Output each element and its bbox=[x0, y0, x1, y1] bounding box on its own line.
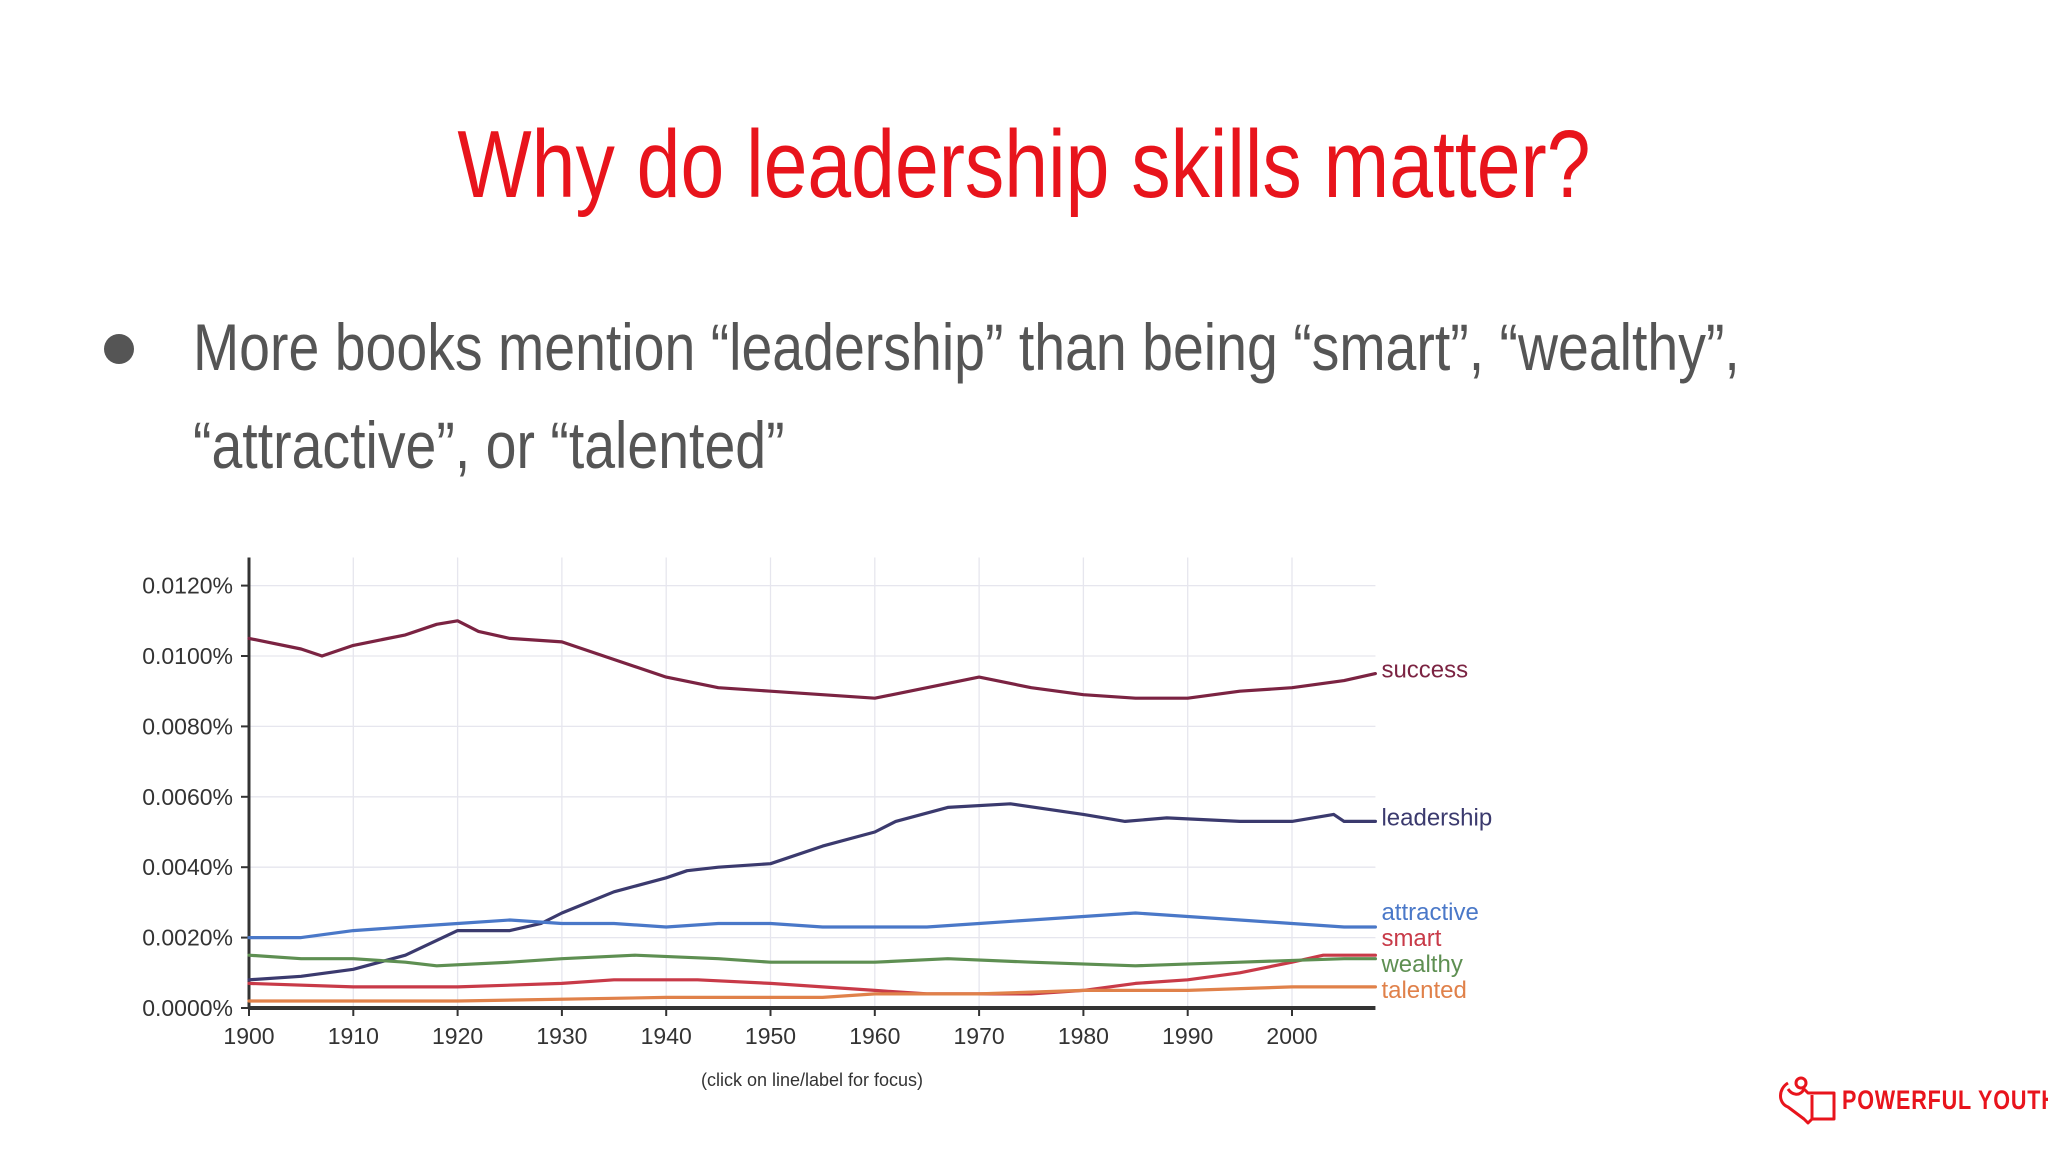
bullet-text-line-2: “attractive”, or “talented” bbox=[193, 408, 785, 482]
x-tick-label: 1900 bbox=[223, 1023, 274, 1049]
x-tick-label: 1980 bbox=[1058, 1023, 1109, 1049]
chart-note: (click on line/label for focus) bbox=[701, 1070, 923, 1090]
y-tick-label: 0.0100% bbox=[142, 643, 233, 669]
bullet-icon bbox=[104, 334, 134, 364]
x-tick-label: 1960 bbox=[849, 1023, 900, 1049]
y-tick-label: 0.0020% bbox=[142, 925, 233, 951]
logo-book-person-icon bbox=[1779, 1076, 1836, 1125]
series-label-smart: smart bbox=[1381, 925, 1441, 952]
slide-title: Why do leadership skills matter? bbox=[0, 105, 2048, 225]
logo-text: POWERFUL YOUTH bbox=[1842, 1084, 2048, 1115]
x-tick-label: 1920 bbox=[432, 1023, 483, 1049]
series-line-wealthy bbox=[247, 953, 1377, 968]
series-label-wealthy: wealthy bbox=[1380, 951, 1462, 978]
series-line-talented bbox=[247, 985, 1377, 1003]
y-tick-label: 0.0060% bbox=[142, 784, 233, 810]
x-tick-label: 2000 bbox=[1266, 1023, 1317, 1049]
y-tick-label: 0.0000% bbox=[142, 995, 233, 1021]
x-tick-label: 1990 bbox=[1162, 1023, 1213, 1049]
y-tick-label: 0.0080% bbox=[142, 713, 233, 739]
series-line-attractive bbox=[247, 911, 1377, 940]
x-tick-label: 1910 bbox=[328, 1023, 379, 1049]
x-tick-label: 1930 bbox=[536, 1023, 587, 1049]
series-line-leadership bbox=[247, 802, 1377, 982]
y-tick-label: 0.0120% bbox=[142, 573, 233, 599]
series-line-success bbox=[247, 619, 1377, 700]
series-label-leadership: leadership bbox=[1381, 804, 1492, 831]
bullet-text-line-1: More books mention “leadership” than bei… bbox=[193, 310, 1740, 384]
series-label-talented: talented bbox=[1381, 977, 1466, 1004]
logo: POWERFUL YOUTH bbox=[1774, 1075, 2048, 1125]
y-tick-label: 0.0040% bbox=[142, 854, 233, 880]
series-label-attractive: attractive bbox=[1381, 899, 1478, 926]
series-label-success: success bbox=[1381, 657, 1468, 684]
slide-title-text: Why do leadership skills matter? bbox=[457, 111, 1591, 218]
x-tick-label: 1950 bbox=[745, 1023, 796, 1049]
x-tick-label: 1970 bbox=[954, 1023, 1005, 1049]
x-tick-label: 1940 bbox=[641, 1023, 692, 1049]
